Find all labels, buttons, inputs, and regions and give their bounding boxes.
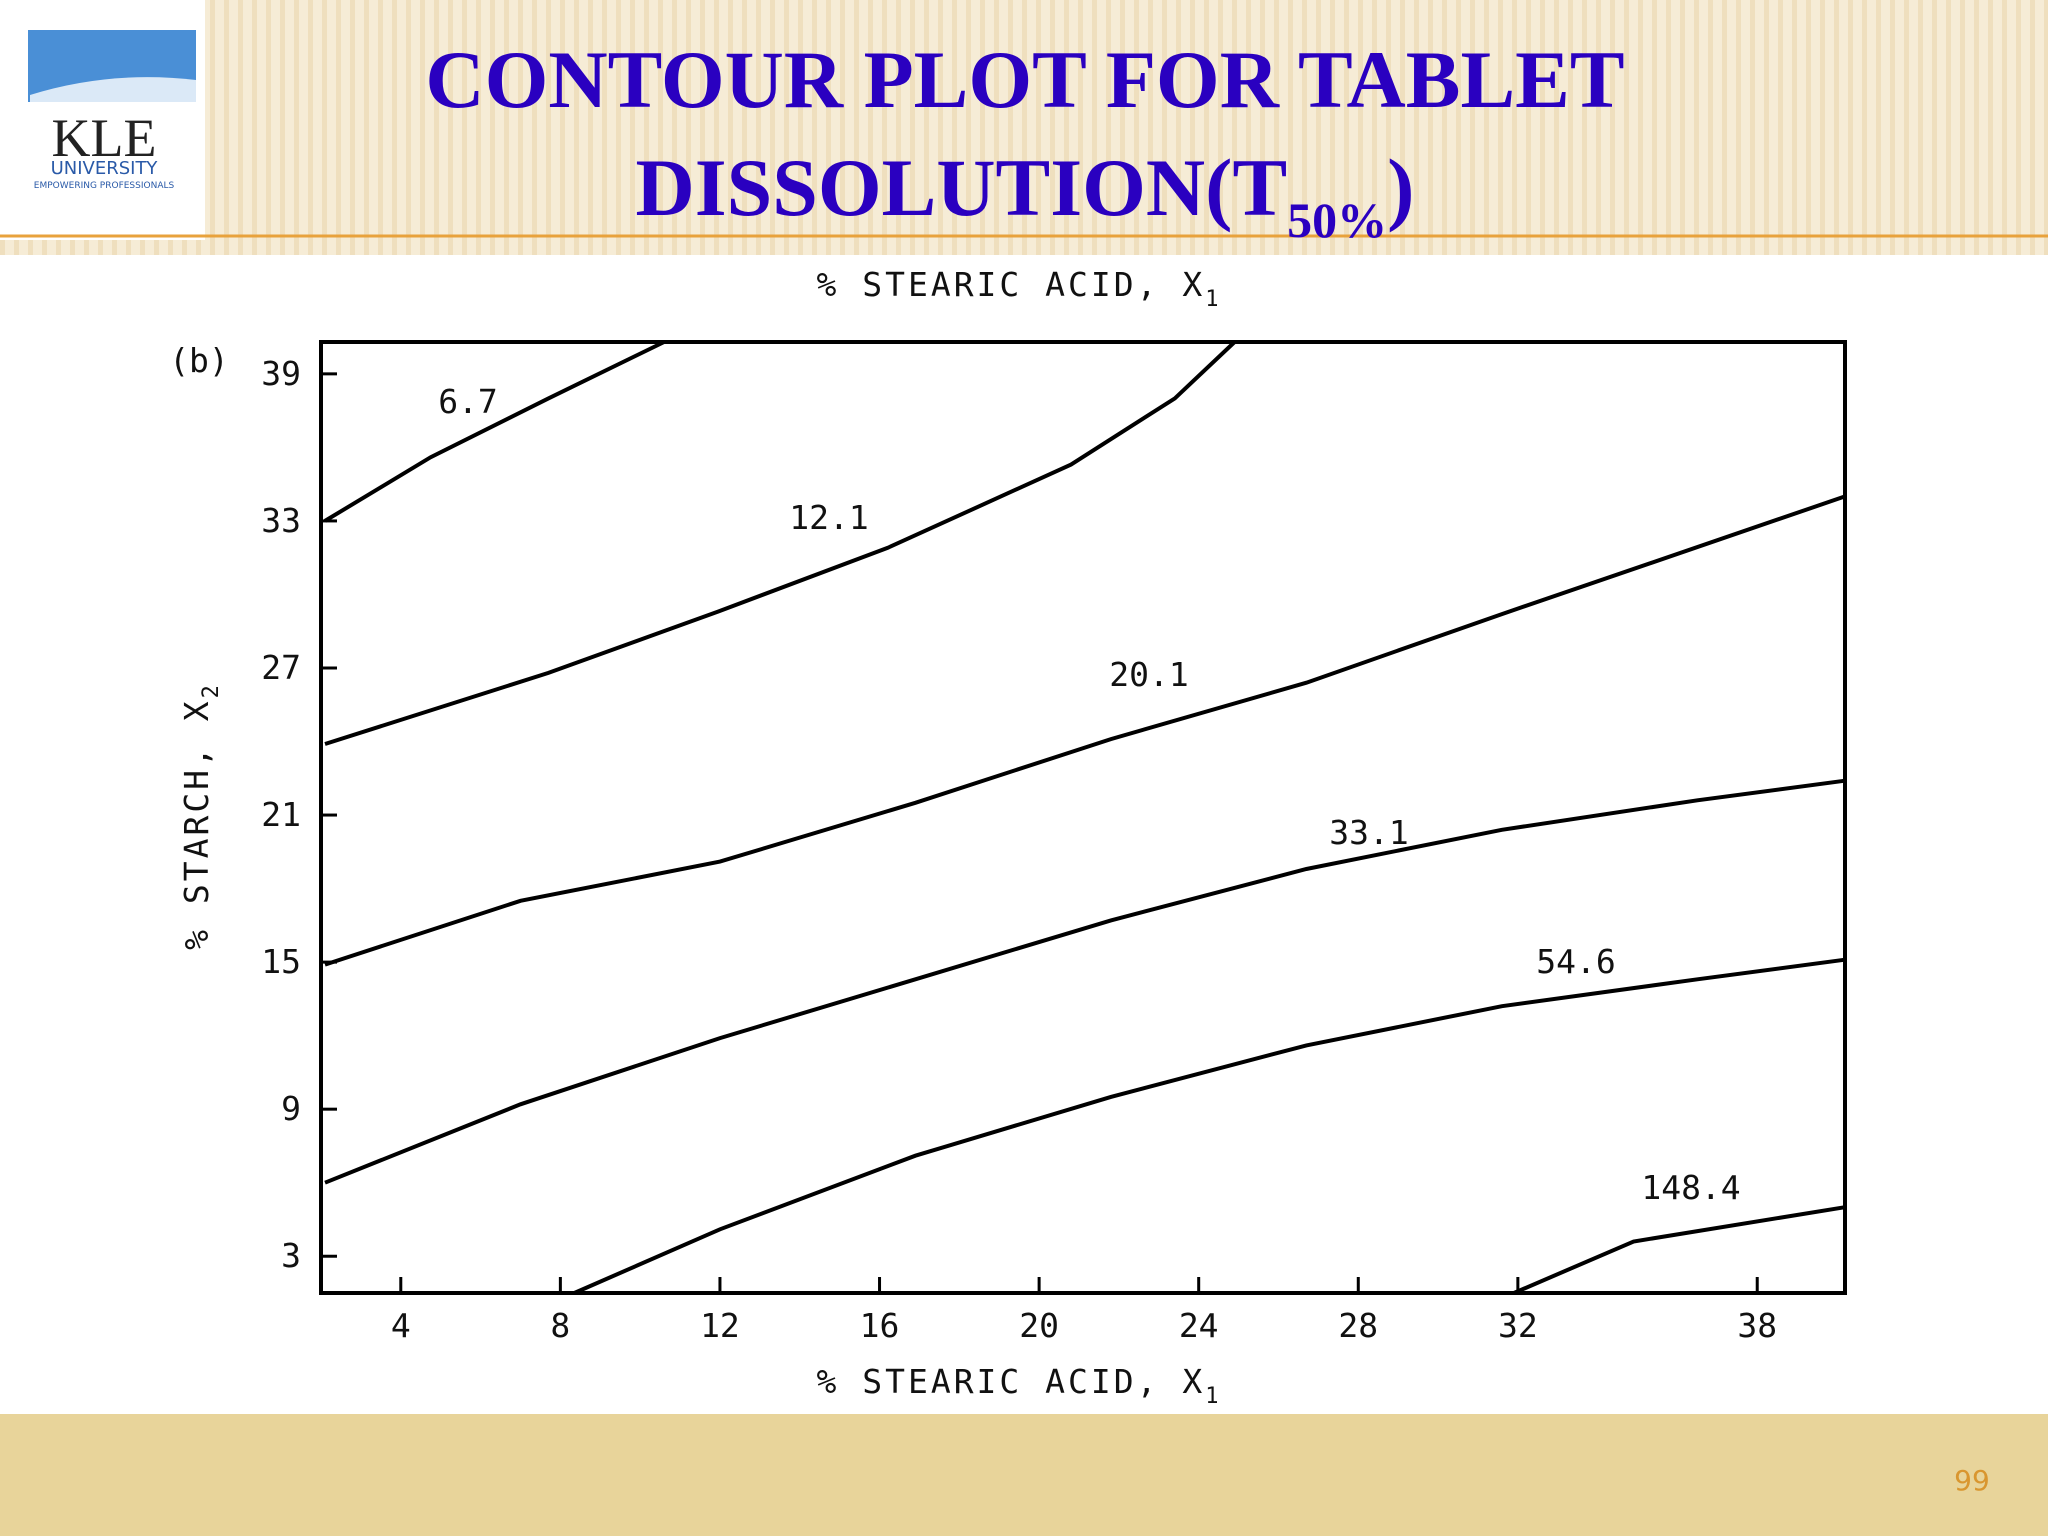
slide-title: CONTOUR PLOT FOR TABLET <box>425 34 1624 125</box>
logo-text: KLE <box>52 108 157 168</box>
slide-title: DISSOLUTION(T50%) <box>636 142 1415 248</box>
y-tick-label: 21 <box>261 795 301 834</box>
y-tick-label: 33 <box>261 501 301 540</box>
x-tick-label: 12 <box>700 1306 740 1345</box>
contour-label: 6.7 <box>438 382 498 421</box>
y-tick-label: 9 <box>281 1089 301 1128</box>
footer-band <box>0 1414 2048 1536</box>
contour-label: 12.1 <box>789 498 868 537</box>
logo-hand <box>30 77 196 104</box>
x-axis-label: % STEARIC ACID, X1 <box>816 1362 1221 1409</box>
panel-label: (b) <box>169 341 229 380</box>
y-tick-label: 27 <box>261 648 301 687</box>
logo-text: EMPOWERING PROFESSIONALS <box>34 181 175 191</box>
x-tick-label: 32 <box>1498 1306 1538 1345</box>
x-tick-label: 16 <box>860 1306 900 1345</box>
title-text: DISSOLUTION(T <box>636 142 1288 233</box>
contour-label: 148.4 <box>1641 1168 1740 1207</box>
header-band <box>0 0 2048 255</box>
x-tick-label: 20 <box>1019 1306 1059 1345</box>
x-tick-label: 24 <box>1179 1306 1219 1345</box>
contour-line <box>324 340 1236 746</box>
x-tick-label: 38 <box>1737 1306 1777 1345</box>
contour-label: 33.1 <box>1329 813 1408 852</box>
contour-label: 54.6 <box>1536 942 1615 981</box>
x-axis-top-label: % STEARIC ACID, X1 <box>816 265 1221 312</box>
contour-line <box>323 340 665 523</box>
axis-label-text: % STEARIC ACID, X <box>816 1362 1205 1401</box>
title-text: ) <box>1387 142 1414 233</box>
axis-label-subscript: 2 <box>199 682 224 698</box>
x-tick-label: 8 <box>550 1306 570 1345</box>
y-tick-label: 39 <box>261 354 301 393</box>
axis-label-subscript: 1 <box>1205 1384 1221 1409</box>
x-tick-label: 28 <box>1338 1306 1378 1345</box>
contour-line <box>324 778 1846 1185</box>
axis-label-subscript: 1 <box>1205 287 1221 312</box>
title-subscript: 50% <box>1287 192 1387 248</box>
chart: % STEARIC ACID, X1 % STEARIC ACID, X1 % … <box>169 265 1847 1409</box>
contour-line <box>1513 1205 1846 1295</box>
y-tick-label: 3 <box>281 1236 301 1275</box>
contour-line <box>573 957 1846 1295</box>
contour-label: 20.1 <box>1109 655 1188 694</box>
contour-line <box>324 494 1846 967</box>
y-axis-label: % STARCH, X2 <box>177 682 224 950</box>
axis-label-text: % STEARIC ACID, X <box>816 265 1205 304</box>
axis-label-text: % STARCH, X <box>177 698 216 950</box>
page-number: 99 <box>1954 1464 1990 1497</box>
y-tick-label: 15 <box>261 942 301 981</box>
plot-frame <box>319 340 1847 1295</box>
x-tick-label: 4 <box>391 1306 411 1345</box>
logo-text: UNIVERSITY <box>51 158 159 179</box>
